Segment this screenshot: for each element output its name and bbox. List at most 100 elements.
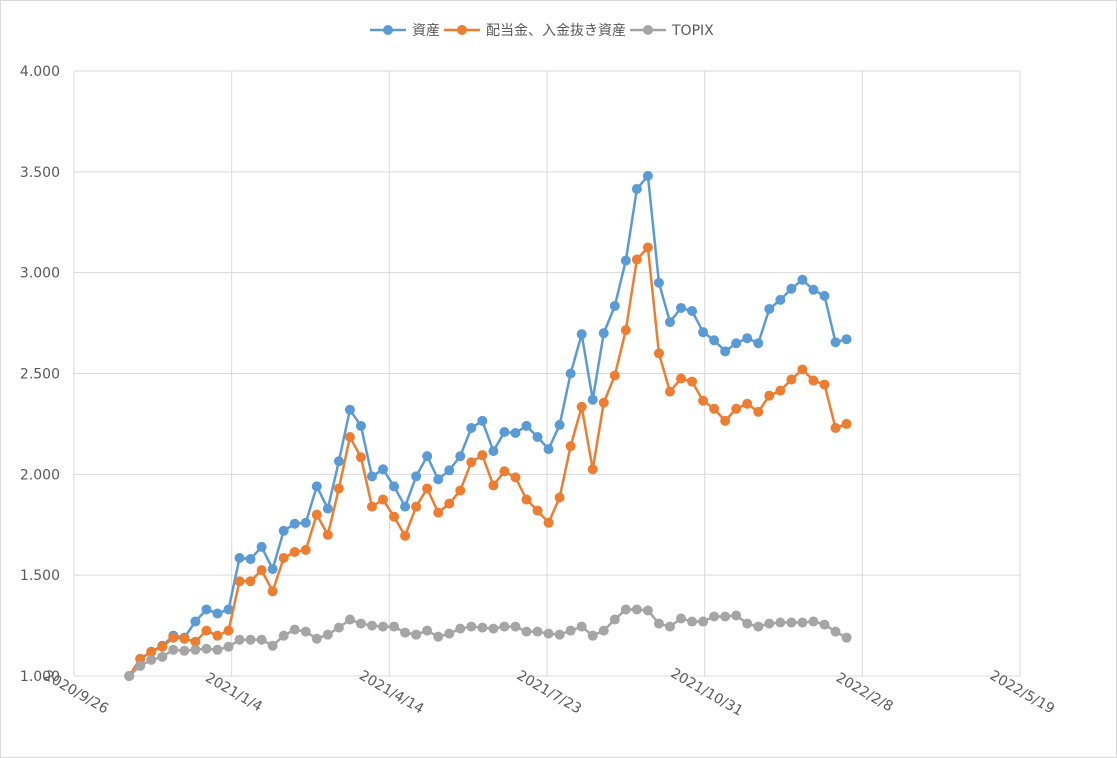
data-point	[168, 644, 179, 655]
data-point	[797, 364, 808, 375]
data-point	[808, 284, 819, 295]
data-point	[223, 641, 234, 652]
data-point	[499, 466, 510, 477]
data-point	[830, 626, 841, 637]
data-point	[455, 451, 466, 462]
data-point	[653, 348, 664, 359]
data-point	[521, 626, 532, 637]
y-tick-label: 3.500	[20, 165, 60, 181]
data-point	[256, 634, 267, 645]
data-point	[698, 616, 709, 627]
data-point	[532, 505, 543, 516]
data-point	[289, 518, 300, 529]
data-point	[709, 335, 720, 346]
data-point	[576, 621, 587, 632]
data-point	[830, 337, 841, 348]
data-point	[510, 427, 521, 438]
data-point	[631, 183, 642, 194]
data-point	[278, 525, 289, 536]
data-point	[587, 630, 598, 641]
data-point	[355, 420, 366, 431]
data-point	[731, 338, 742, 349]
data-point	[322, 529, 333, 540]
data-point	[355, 618, 366, 629]
data-point	[389, 511, 400, 522]
data-point	[554, 492, 565, 503]
data-point	[709, 611, 720, 622]
data-point	[411, 629, 422, 640]
data-point	[289, 624, 300, 635]
data-point	[311, 509, 322, 520]
data-point	[455, 485, 466, 496]
data-point	[742, 618, 753, 629]
data-point	[422, 483, 433, 494]
data-point	[411, 471, 422, 482]
data-point	[620, 255, 631, 266]
data-point	[598, 397, 609, 408]
data-point	[256, 565, 267, 576]
data-point	[664, 386, 675, 397]
data-point	[631, 254, 642, 265]
data-point	[808, 375, 819, 386]
data-point	[676, 373, 687, 384]
data-point	[234, 634, 245, 645]
data-point	[488, 480, 499, 491]
data-point	[378, 464, 389, 475]
data-point	[201, 625, 212, 636]
data-point	[676, 302, 687, 313]
y-tick-label: 3.000	[20, 266, 60, 282]
data-point	[201, 643, 212, 654]
data-point	[190, 636, 201, 647]
data-point	[698, 327, 709, 338]
data-point	[267, 564, 278, 575]
data-point	[720, 415, 731, 426]
data-point	[311, 633, 322, 644]
data-point	[278, 630, 289, 641]
data-point	[212, 608, 223, 619]
data-point	[532, 432, 543, 443]
data-point	[499, 426, 510, 437]
data-point	[245, 554, 256, 565]
data-point	[764, 390, 775, 401]
data-point	[687, 376, 698, 387]
data-point	[455, 623, 466, 634]
data-point	[565, 625, 576, 636]
data-point	[333, 456, 344, 467]
data-point	[797, 617, 808, 628]
data-point	[510, 472, 521, 483]
data-point	[554, 419, 565, 430]
data-point	[742, 333, 753, 344]
data-point	[819, 619, 830, 630]
data-point	[212, 644, 223, 655]
data-point	[698, 395, 709, 406]
data-point	[731, 610, 742, 621]
data-point	[819, 290, 830, 301]
data-point	[554, 629, 565, 640]
data-point	[212, 630, 223, 641]
y-tick-label: 1.500	[20, 568, 60, 584]
data-point	[366, 501, 377, 512]
data-point	[642, 170, 653, 181]
data-point	[775, 617, 786, 628]
data-point	[499, 621, 510, 632]
legend-marker	[457, 25, 467, 35]
data-point	[300, 626, 311, 637]
data-point	[664, 317, 675, 328]
data-point	[444, 465, 455, 476]
data-point	[411, 501, 422, 512]
data-point	[587, 394, 598, 405]
data-point	[731, 403, 742, 414]
data-point	[631, 604, 642, 615]
data-point	[245, 634, 256, 645]
data-point	[190, 644, 201, 655]
data-point	[378, 494, 389, 505]
data-point	[753, 406, 764, 417]
data-point	[444, 498, 455, 509]
data-point	[808, 616, 819, 627]
data-point	[841, 334, 852, 345]
data-point	[786, 617, 797, 628]
data-point	[786, 283, 797, 294]
data-point	[576, 329, 587, 340]
